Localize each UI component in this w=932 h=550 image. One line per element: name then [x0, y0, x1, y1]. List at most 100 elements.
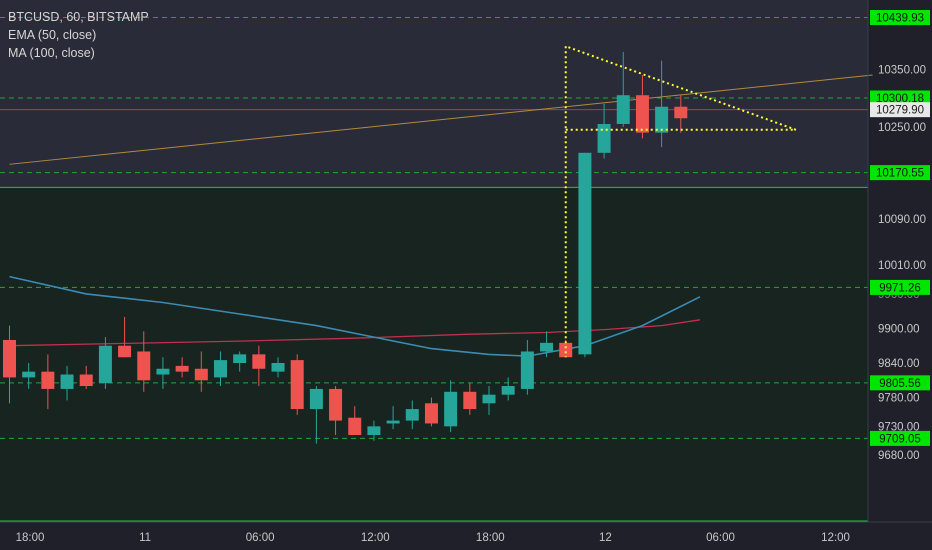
candle — [386, 406, 400, 430]
candle-body — [559, 342, 573, 358]
chart-legend: BTCUSD, 60, BITSTAMP EMA (50, close) MA … — [8, 8, 149, 62]
candle — [674, 95, 688, 133]
candle — [501, 377, 515, 401]
candle — [175, 357, 189, 378]
candle-body — [655, 106, 669, 133]
candle — [463, 383, 477, 415]
candle — [60, 365, 74, 401]
level-price-label: 9971.26 — [870, 279, 930, 295]
candle — [367, 420, 381, 441]
candle-body — [175, 365, 189, 372]
triangle-edge — [565, 45, 797, 131]
level-price-label: 10300.18 — [870, 90, 930, 106]
price-tick-label: 9680.00 — [878, 450, 920, 462]
time-tick-label: 12 — [599, 532, 612, 544]
level-label-box — [870, 10, 930, 25]
candle — [482, 386, 496, 415]
ema-50-line — [9, 275, 701, 357]
candle — [79, 365, 93, 389]
candle-body — [674, 106, 688, 119]
candle — [233, 351, 247, 372]
candle — [118, 316, 132, 358]
candle-body — [213, 360, 227, 378]
candle — [290, 354, 304, 415]
price-tick-label: 10090.00 — [878, 214, 926, 226]
candle — [3, 325, 16, 404]
candle-body — [540, 342, 554, 352]
candle — [655, 60, 669, 148]
candle — [156, 357, 170, 389]
candle-body — [233, 354, 247, 363]
time-tick-label: 18:00 — [476, 532, 505, 544]
candle — [616, 52, 630, 127]
candle — [578, 152, 592, 358]
candle-body — [444, 391, 458, 427]
time-tick-label: 11 — [139, 532, 151, 544]
level-label-text: 10439.93 — [876, 13, 924, 25]
level-label-text: 9805.56 — [879, 378, 921, 390]
candle — [520, 339, 534, 395]
candle-body — [271, 362, 285, 372]
current-price-text: 10279.90 — [876, 105, 924, 117]
time-tick-label: 06:00 — [706, 532, 735, 544]
candle-body — [635, 95, 649, 133]
candle-body — [386, 420, 400, 424]
price-tick-label: 10010.00 — [878, 260, 926, 272]
level-price-label: 9805.56 — [870, 375, 930, 391]
candles[interactable] — [3, 52, 688, 444]
level-label-text: 9971.26 — [879, 282, 921, 294]
time-tick-label: 06:00 — [246, 532, 275, 544]
candle — [424, 397, 438, 427]
ma-legend[interactable]: MA (100, close) — [8, 46, 95, 60]
price-tick-label: 10350.00 — [878, 64, 926, 76]
candle — [405, 400, 419, 430]
candle-body — [252, 354, 266, 369]
level-label-box — [870, 90, 930, 106]
candle — [252, 345, 266, 387]
candle-body — [463, 391, 477, 410]
level-label-box — [870, 279, 930, 295]
ma-100-line — [9, 319, 701, 347]
level-label-box — [870, 430, 930, 446]
candle — [98, 337, 112, 389]
level-price-label: 10170.55 — [870, 165, 930, 181]
price-tick-label: 9780.00 — [878, 393, 920, 405]
trendline-group — [9, 74, 873, 165]
triangle-pattern — [564, 45, 797, 358]
ema-legend[interactable]: EMA (50, close) — [8, 28, 97, 42]
candle — [213, 351, 227, 387]
candle-body — [367, 426, 381, 435]
candle-body — [137, 351, 151, 381]
candle-body — [578, 152, 592, 355]
level-label-text: 9709.05 — [879, 433, 921, 445]
price-axis[interactable]: 10350.00 10250.00 10090.00 10010.00 9900.00 9… — [878, 64, 926, 462]
symbol-title[interactable]: BTCUSD, 60, BITSTAMP — [8, 10, 149, 24]
level-label-text: 10300.18 — [876, 93, 924, 105]
candle-body — [194, 368, 208, 381]
time-tick-label: 12:00 — [821, 532, 850, 544]
candle-body — [22, 371, 36, 378]
level-label-box — [870, 165, 930, 181]
candle — [22, 362, 36, 389]
price-tick-label: 9840.00 — [878, 358, 920, 370]
candle-body — [156, 368, 170, 375]
candle — [597, 103, 611, 159]
candle-body — [501, 386, 515, 395]
candle — [309, 386, 323, 444]
candle — [329, 386, 343, 435]
candle — [41, 354, 55, 410]
upper-zone — [0, 0, 868, 188]
current-price-box — [870, 102, 930, 118]
candle — [194, 351, 208, 392]
level-price-label: 10439.93 — [870, 10, 930, 25]
current-price-label: 10279.90 — [870, 102, 930, 118]
candle — [348, 406, 362, 435]
candle-body — [405, 409, 419, 421]
candle-body — [3, 339, 16, 378]
candle-body — [290, 360, 304, 410]
time-axis[interactable]: 18:00 11 06:00 12:00 18:00 12 06:00 12:00 — [16, 532, 850, 544]
candle-body — [60, 374, 74, 389]
candle-body — [348, 417, 362, 435]
candle-body — [482, 394, 496, 404]
